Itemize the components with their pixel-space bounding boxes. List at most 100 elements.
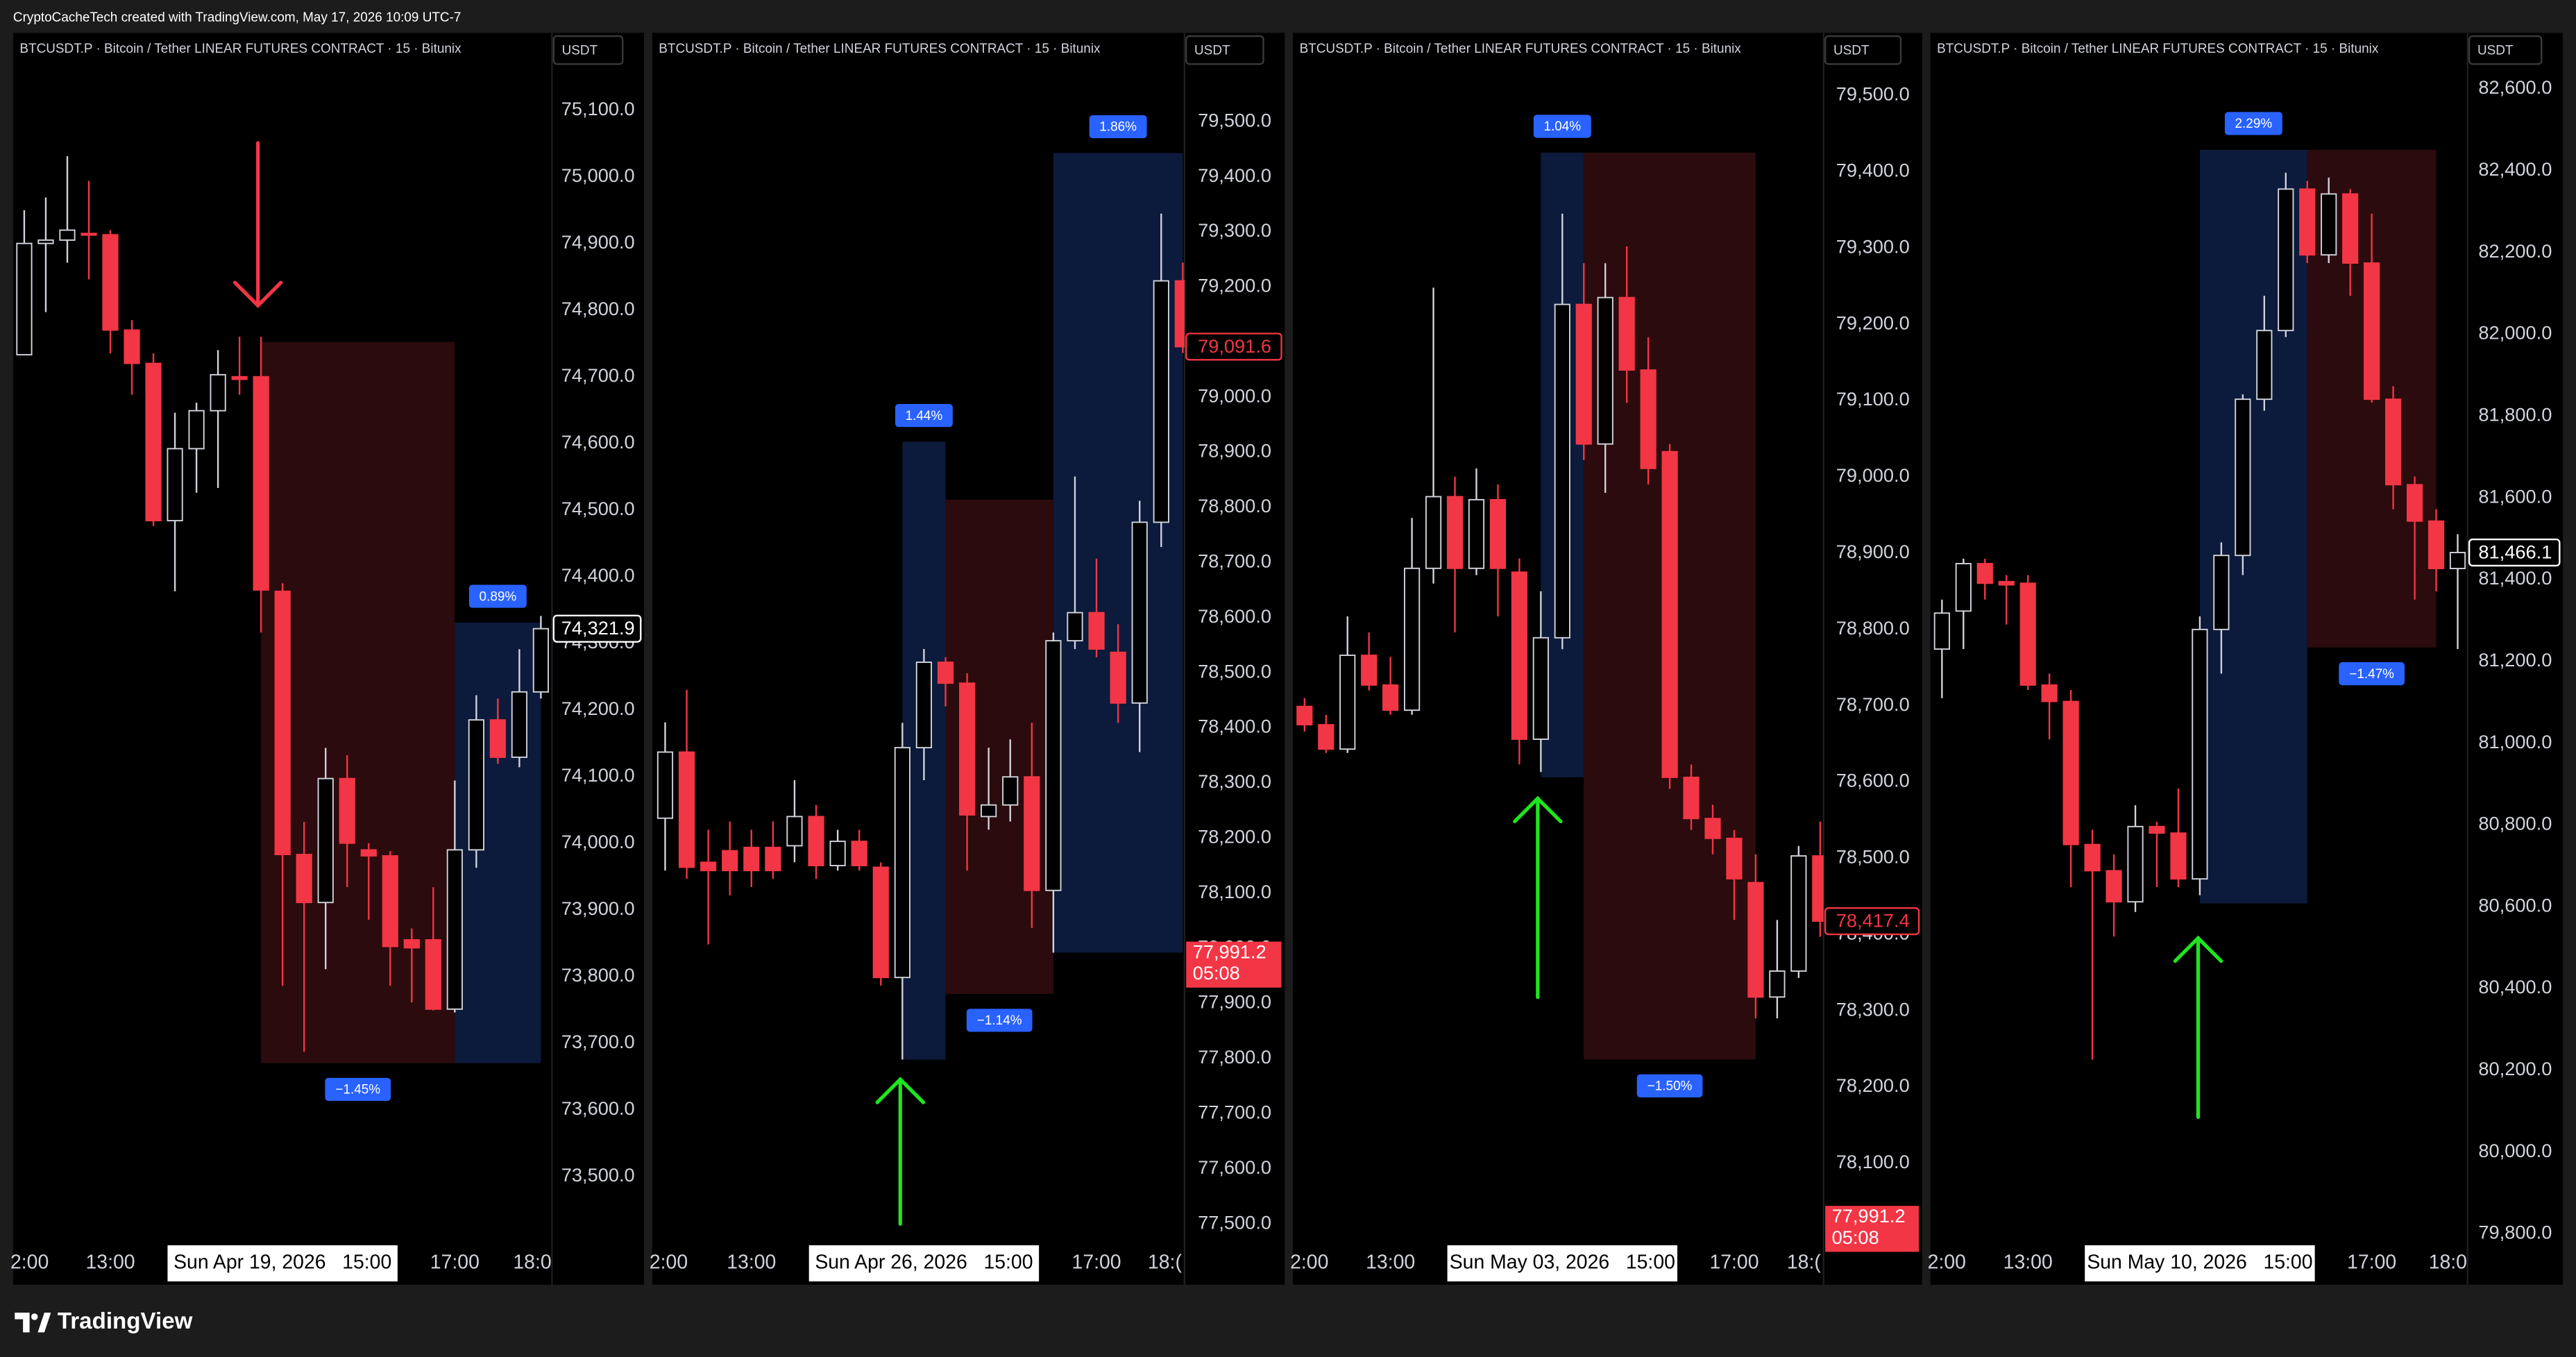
y-tick-label: 77,500.0 xyxy=(1198,1211,1271,1233)
y-tick-label: 75,000.0 xyxy=(561,165,635,186)
percent-label: −1.47% xyxy=(2349,667,2394,682)
y-tick-label: 80,600.0 xyxy=(2478,894,2552,916)
y-tick-label: 78,300.0 xyxy=(1198,770,1271,792)
candle-body xyxy=(1933,612,1950,650)
candle-body xyxy=(2278,188,2294,332)
candle-body xyxy=(339,777,355,844)
y-tick-label: 82,400.0 xyxy=(2478,158,2552,180)
candle-body xyxy=(1318,724,1334,750)
y-tick-label: 73,800.0 xyxy=(561,964,635,986)
chart-panel: 2.29% −1.47% BTCUSDT.P · Bitcoin / Tether … xyxy=(1928,33,2564,1285)
candle-body xyxy=(1998,580,2015,586)
x-tick-label: 17:00 xyxy=(2347,1251,2396,1274)
y-tick-label: 77,600.0 xyxy=(1198,1156,1271,1178)
chart-title: BTCUSDT.P · Bitcoin / Tether LINEAR FUTU… xyxy=(1937,42,2379,56)
y-tick-label: 80,400.0 xyxy=(2478,976,2552,997)
candle-body xyxy=(2235,398,2251,557)
position-zone xyxy=(261,342,455,1063)
candle-body xyxy=(1489,498,1507,569)
candle-body xyxy=(2105,870,2122,903)
candle-body xyxy=(1726,837,1743,880)
percent-badge xyxy=(2224,112,2282,135)
candle-body xyxy=(678,751,695,868)
footer-logo: TradingView xyxy=(15,1308,193,1334)
y-tick-label: 79,500.0 xyxy=(1836,83,1910,105)
x-tick-label: 17:00 xyxy=(430,1251,480,1274)
x-tick-label: 13:00 xyxy=(1366,1251,1415,1274)
y-tick-label: 79,000.0 xyxy=(1836,464,1910,486)
y-tick-label: 82,000.0 xyxy=(2478,322,2552,344)
candle-body xyxy=(1382,684,1399,711)
candle-body xyxy=(317,777,334,904)
candle-body xyxy=(2449,552,2466,570)
y-tick-label: 80,000.0 xyxy=(2478,1140,2552,1161)
candle-body xyxy=(765,846,781,872)
x-tick-label: 2:00 xyxy=(10,1251,49,1274)
candle-body xyxy=(1683,776,1700,820)
percent-badge xyxy=(966,1009,1033,1032)
y-tick-label: 74,100.0 xyxy=(561,764,635,786)
countdown-box xyxy=(1825,1206,1920,1252)
currency: USDT xyxy=(562,43,598,58)
candle-body xyxy=(2127,825,2144,903)
candle-body xyxy=(2427,520,2445,570)
x-tick-label: 18:( xyxy=(1787,1251,1821,1274)
last-price-box xyxy=(2468,538,2561,567)
candle-body xyxy=(1024,776,1040,891)
percent-label: 2.29% xyxy=(2235,117,2273,131)
y-tick-label: 81,000.0 xyxy=(2478,731,2552,752)
chart-title: BTCUSDT.P · Bitcoin / Tether LINEAR FUTU… xyxy=(659,42,1101,56)
y-tick-label: 80,200.0 xyxy=(2478,1058,2552,1079)
candle-body xyxy=(722,850,738,872)
crosshair-time-box xyxy=(2085,1245,2315,1282)
candle-body xyxy=(1976,563,1993,584)
candle-body xyxy=(296,854,312,904)
position-zone xyxy=(1053,153,1183,953)
last-price-label: 81,466.1 xyxy=(2478,541,2552,562)
y-tick-label: 78,500.0 xyxy=(1836,846,1910,868)
y-tick-label: 79,200.0 xyxy=(1836,312,1910,333)
candle-body xyxy=(958,682,976,816)
countdown-timer: 05:08 xyxy=(1832,1227,1879,1248)
x-tick-label: 18:0 xyxy=(513,1251,551,1274)
candle-body xyxy=(16,242,33,355)
candle-body xyxy=(2062,700,2079,845)
y-tick-label: 74,600.0 xyxy=(561,431,635,453)
arrow-head xyxy=(1513,795,1563,824)
crosshair-time-label: Sun Apr 26, 2026 15:00 xyxy=(815,1251,1033,1274)
percent-badge xyxy=(325,1077,391,1102)
annotations xyxy=(232,141,2223,1226)
candle-body xyxy=(511,691,528,758)
candle-body xyxy=(274,590,291,856)
candle-body xyxy=(1067,612,1083,642)
candle-body xyxy=(59,229,76,241)
arrow-head xyxy=(232,280,283,308)
plot-area xyxy=(1296,152,1824,1060)
y-tick-label: 78,200.0 xyxy=(1836,1074,1910,1096)
candle-body xyxy=(915,661,933,749)
currency-box xyxy=(552,35,624,65)
y-tick-label: 78,800.0 xyxy=(1836,617,1910,639)
candle-body xyxy=(872,866,889,979)
footer-brand: TradingView xyxy=(58,1308,193,1334)
y-tick-label: 79,000.0 xyxy=(1198,385,1271,406)
candle-body xyxy=(167,448,183,522)
y-tick-label: 79,500.0 xyxy=(1198,109,1271,130)
candle-body xyxy=(210,373,226,412)
candle-body xyxy=(2342,193,2359,264)
currency: USDT xyxy=(1194,43,1230,58)
x-tick-label: 13:00 xyxy=(727,1251,776,1274)
candle-body xyxy=(700,861,717,872)
y-tick-label: 74,700.0 xyxy=(561,364,635,386)
candle-body xyxy=(2170,832,2187,880)
x-tick-label: 2:00 xyxy=(1928,1251,1966,1274)
y-tick-label: 74,000.0 xyxy=(561,831,635,852)
logo-mark xyxy=(31,1313,38,1320)
candle-body xyxy=(1404,567,1421,711)
x-tick-label: 2:00 xyxy=(1290,1251,1328,1274)
candle-body xyxy=(446,849,463,1010)
candle-body xyxy=(2299,188,2316,256)
candle-body xyxy=(656,751,674,819)
candle-body xyxy=(981,804,997,818)
y-tick-label: 75,100.0 xyxy=(561,98,635,119)
